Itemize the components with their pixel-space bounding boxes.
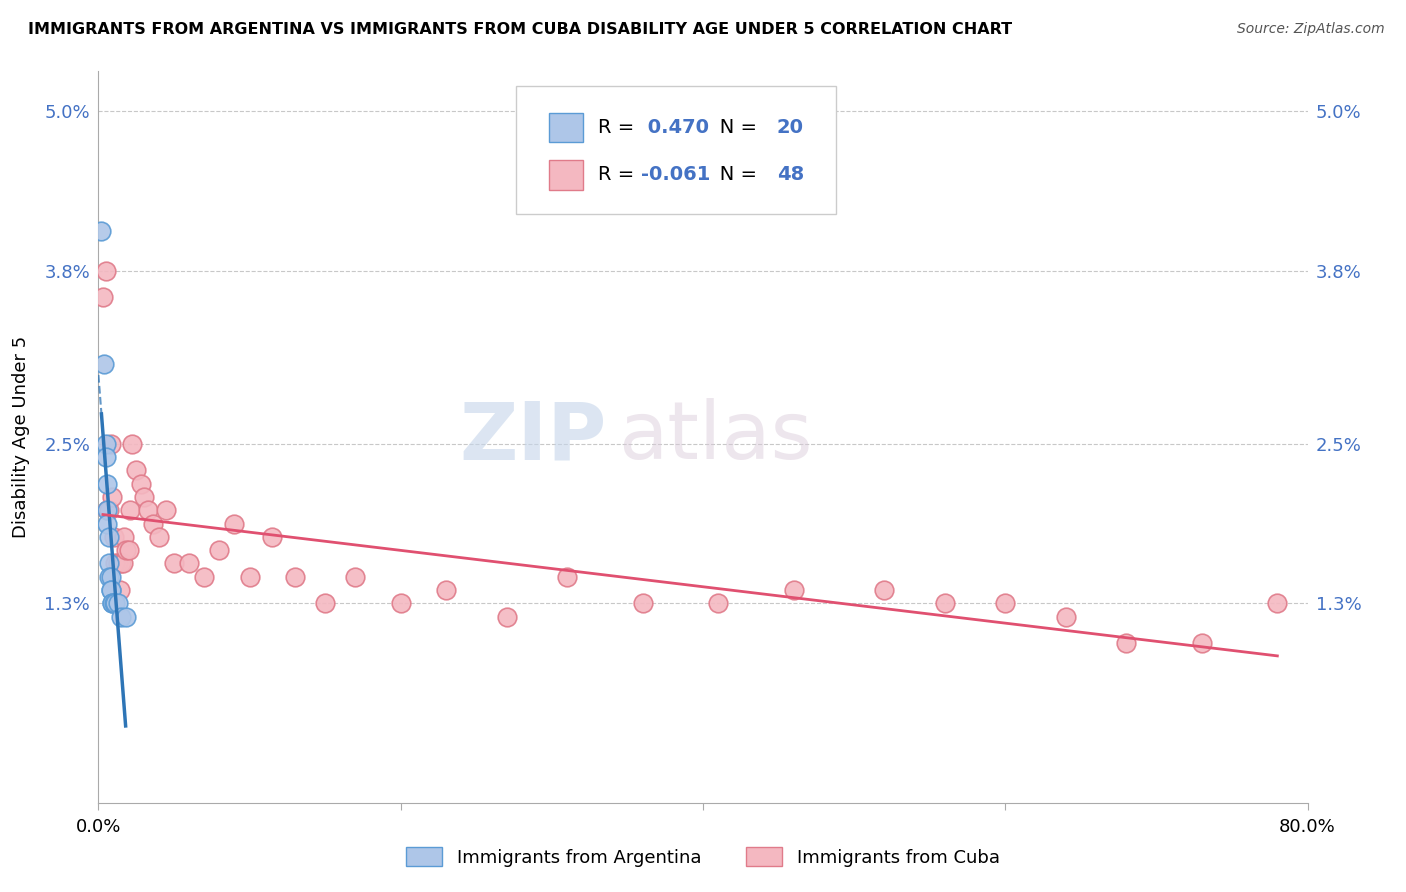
Point (434, 582, 457, 597)
Point (224, 516, 246, 531)
Point (934, 596, 956, 610)
Point (100, 582, 122, 597)
Point (107, 557, 129, 571)
Text: R =: R = (598, 165, 640, 185)
Text: atlas: atlas (619, 398, 813, 476)
Point (111, 557, 134, 571)
Point (98, 530, 121, 544)
Point (94, 450, 117, 464)
Point (90, 224, 112, 238)
Point (262, 530, 284, 544)
Point (96, 503, 118, 517)
Point (389, 596, 412, 610)
Point (873, 582, 896, 597)
Point (314, 596, 336, 610)
Point (994, 596, 1017, 610)
Point (96, 476, 118, 491)
Point (707, 596, 730, 610)
Point (120, 503, 142, 517)
Point (193, 570, 215, 584)
FancyBboxPatch shape (550, 161, 583, 190)
Point (631, 596, 654, 610)
Point (110, 609, 132, 624)
Point (96, 503, 118, 517)
Point (101, 596, 124, 610)
Point (129, 476, 152, 491)
Point (101, 490, 124, 504)
Point (555, 570, 578, 584)
Point (112, 530, 135, 544)
Text: -0.061: -0.061 (641, 165, 710, 185)
Point (96, 516, 118, 531)
Point (107, 596, 129, 610)
FancyBboxPatch shape (550, 112, 583, 142)
Point (1054, 609, 1077, 624)
Text: N =: N = (700, 118, 763, 136)
Point (114, 543, 136, 558)
Y-axis label: Disability Age Under 5: Disability Age Under 5 (13, 336, 31, 538)
Text: IMMIGRANTS FROM ARGENTINA VS IMMIGRANTS FROM CUBA DISABILITY AGE UNDER 5 CORRELA: IMMIGRANTS FROM ARGENTINA VS IMMIGRANTS … (28, 22, 1012, 37)
Point (179, 557, 201, 571)
Point (101, 596, 124, 610)
Point (110, 557, 132, 571)
Point (104, 596, 127, 610)
Point (94, 436, 117, 450)
Text: N =: N = (700, 165, 763, 185)
Point (98, 570, 121, 584)
Point (239, 570, 262, 584)
Point (125, 463, 148, 477)
Text: 0.470: 0.470 (641, 118, 710, 136)
Point (1191, 636, 1213, 650)
Point (1115, 636, 1137, 650)
Point (103, 596, 125, 610)
Point (148, 530, 170, 544)
Point (94, 264, 117, 278)
Point (100, 570, 122, 584)
Text: Source: ZipAtlas.com: Source: ZipAtlas.com (1237, 22, 1385, 37)
Point (284, 570, 307, 584)
Point (344, 570, 367, 584)
FancyBboxPatch shape (516, 86, 837, 214)
Point (98, 503, 121, 517)
Point (1267, 596, 1289, 610)
Point (108, 582, 131, 597)
Point (118, 543, 141, 558)
Text: ZIP: ZIP (458, 398, 606, 476)
Point (155, 503, 177, 517)
Legend: Immigrants from Argentina, Immigrants from Cuba: Immigrants from Argentina, Immigrants fr… (399, 840, 1007, 874)
Point (104, 557, 127, 571)
Point (136, 503, 159, 517)
Point (91, 290, 114, 304)
Text: 48: 48 (776, 165, 804, 185)
Point (208, 543, 231, 558)
Point (100, 582, 122, 597)
Point (98, 557, 121, 571)
Point (142, 516, 165, 531)
Text: 20: 20 (776, 118, 804, 136)
Point (121, 436, 143, 450)
Point (93, 357, 115, 371)
Point (783, 582, 806, 597)
Point (100, 436, 122, 450)
Point (132, 490, 155, 504)
Text: R =: R = (598, 118, 640, 136)
Point (163, 557, 186, 571)
Point (495, 609, 517, 624)
Point (114, 609, 136, 624)
Point (103, 530, 125, 544)
